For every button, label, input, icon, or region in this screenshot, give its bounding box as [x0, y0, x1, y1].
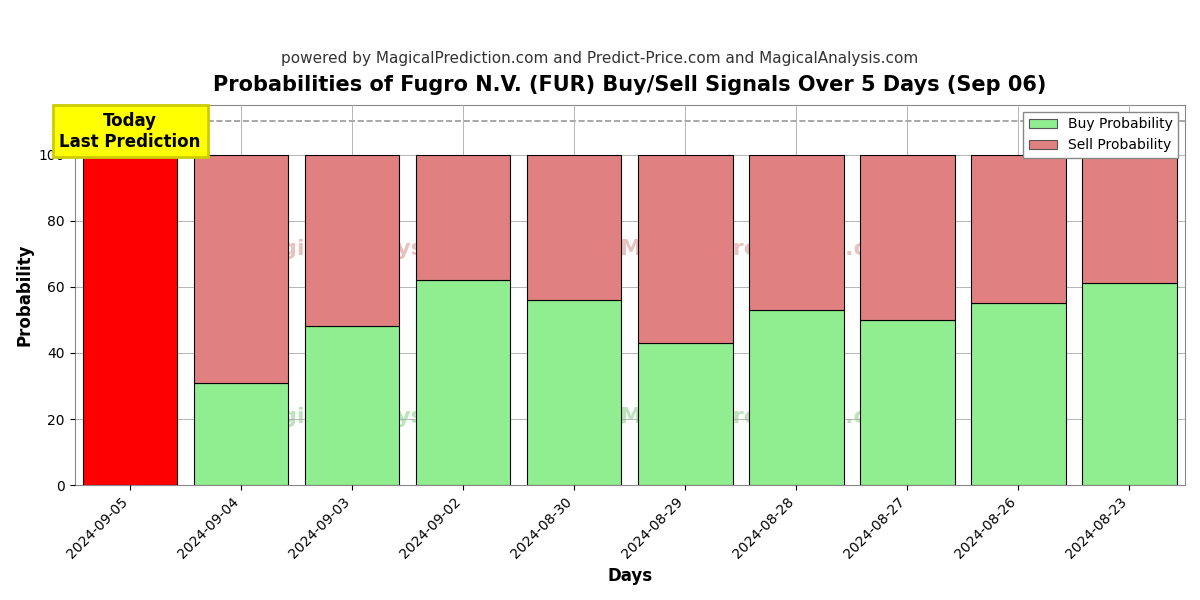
- Bar: [860, 155, 955, 320]
- X-axis label: Days: Days: [607, 567, 653, 585]
- Bar: [971, 155, 1066, 304]
- Bar: [416, 155, 510, 280]
- Bar: [1082, 155, 1177, 283]
- Title: Probabilities of Fugro N.V. (FUR) Buy/Sell Signals Over 5 Days (Sep 06): Probabilities of Fugro N.V. (FUR) Buy/Se…: [214, 75, 1046, 95]
- Y-axis label: Probability: Probability: [16, 244, 34, 346]
- Bar: [527, 155, 622, 300]
- Bar: [194, 155, 288, 383]
- Bar: [527, 300, 622, 485]
- Text: MagicalPrediction.com: MagicalPrediction.com: [620, 239, 906, 259]
- Bar: [416, 280, 510, 485]
- Bar: [305, 326, 400, 485]
- Bar: [749, 310, 844, 485]
- Legend: Buy Probability, Sell Probability: Buy Probability, Sell Probability: [1024, 112, 1178, 158]
- Bar: [83, 155, 178, 485]
- Bar: [749, 155, 844, 310]
- Bar: [1082, 283, 1177, 485]
- Bar: [971, 304, 1066, 485]
- Text: powered by MagicalPrediction.com and Predict-Price.com and MagicalAnalysis.com: powered by MagicalPrediction.com and Pre…: [281, 51, 919, 66]
- Text: MagicalPrediction.com: MagicalPrediction.com: [620, 407, 906, 427]
- Bar: [638, 155, 732, 343]
- Text: MagicalAnalysis.com: MagicalAnalysis.com: [244, 407, 505, 427]
- Text: Today
Last Prediction: Today Last Prediction: [60, 112, 200, 151]
- Bar: [194, 383, 288, 485]
- Bar: [305, 155, 400, 326]
- Text: MagicalAnalysis.com: MagicalAnalysis.com: [244, 239, 505, 259]
- Bar: [860, 320, 955, 485]
- Bar: [638, 343, 732, 485]
